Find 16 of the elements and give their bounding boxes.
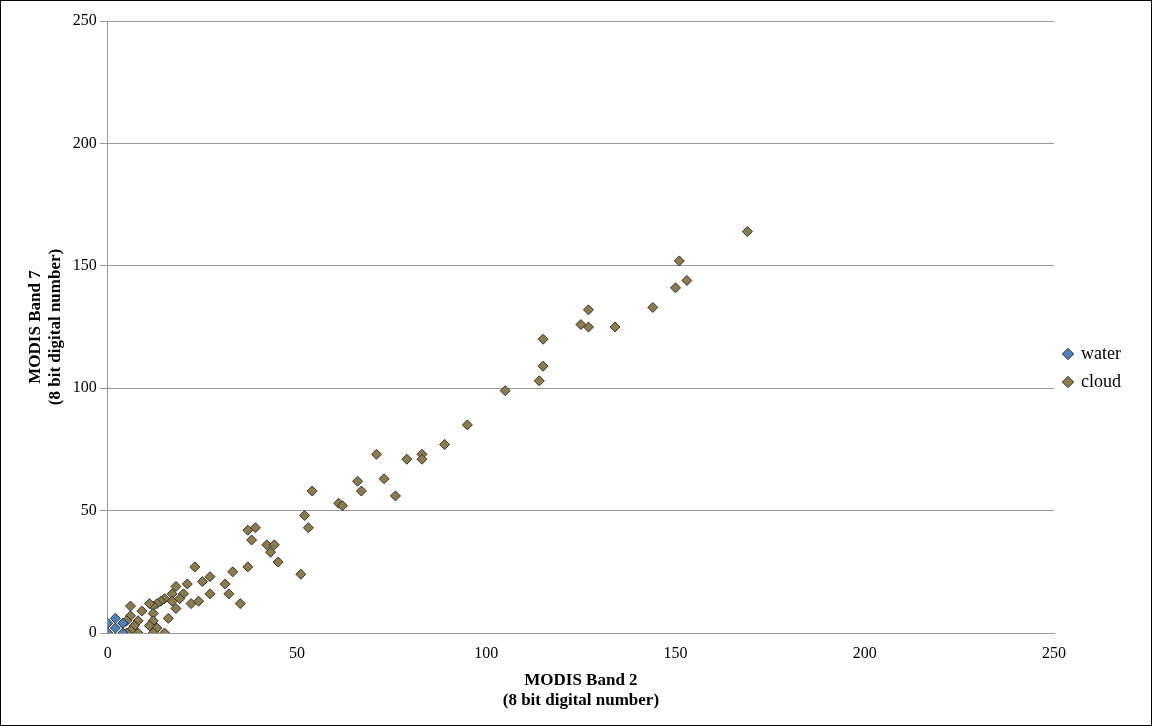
x-tick-label: 100 [474,643,499,661]
x-tick-label: 50 [289,643,306,661]
legend-label: cloud [1081,370,1122,391]
y-tick-label: 150 [72,256,97,273]
legend-label: water [1081,342,1121,363]
x-tick-label: 150 [663,643,688,661]
y-axis-title: MODIS Band 7 (8 bit digital number) [24,248,64,406]
y-tick-label: 0 [88,623,97,641]
y-tick-label: 50 [80,500,97,518]
x-tick-label: 250 [1042,643,1067,661]
x-tick-label: 0 [103,643,112,661]
x-axis-title: MODIS Band 2 (8 bit digital number) [502,669,660,710]
y-tick-label: 250 [72,11,97,29]
x-tick-label: 200 [852,643,877,661]
y-tick-label: 100 [72,378,97,396]
y-tick-label: 200 [72,133,97,151]
